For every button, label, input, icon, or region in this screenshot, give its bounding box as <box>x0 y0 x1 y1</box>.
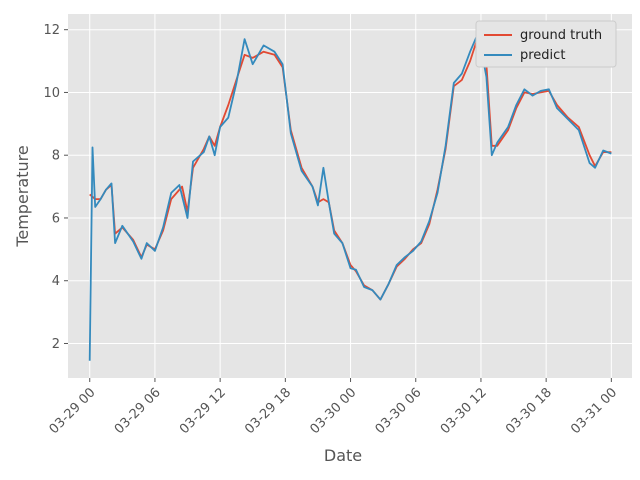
y-axis: 2 4 6 8 10 12 <box>43 23 68 352</box>
series-line-predict <box>88 31 612 361</box>
y-tick-label: 2 <box>52 337 60 352</box>
x-tick-label: 03-30 18 <box>503 385 555 437</box>
x-tick-label: 03-31 00 <box>568 385 620 437</box>
x-tick-label: 03-30 06 <box>373 385 425 437</box>
x-tick-label: 03-29 12 <box>177 385 229 437</box>
series-lines <box>88 31 612 361</box>
x-tick-label: 03-30 00 <box>307 385 359 437</box>
x-tick-label: 03-29 06 <box>112 385 164 437</box>
x-tick-label: 03-30 12 <box>438 385 490 437</box>
x-tick-label: 03-29 00 <box>47 385 99 437</box>
y-axis-title: Temperature <box>13 145 32 247</box>
legend: ground truth predict <box>475 20 617 68</box>
plot-background <box>68 14 632 378</box>
legend-label-ground-truth: ground truth <box>520 28 602 43</box>
y-tick-label: 6 <box>52 211 60 226</box>
legend-label-predict: predict <box>520 48 565 63</box>
y-tick-label: 4 <box>52 274 60 289</box>
y-tick-label: 12 <box>43 23 60 38</box>
x-tick-label: 03-29 18 <box>242 385 294 437</box>
y-tick-label: 8 <box>52 149 60 164</box>
y-tick-label: 10 <box>43 86 60 101</box>
x-axis: 03-29 00 03-29 06 03-29 12 03-29 18 03-30 00… <box>47 378 620 437</box>
x-axis-title: Date <box>324 446 362 465</box>
